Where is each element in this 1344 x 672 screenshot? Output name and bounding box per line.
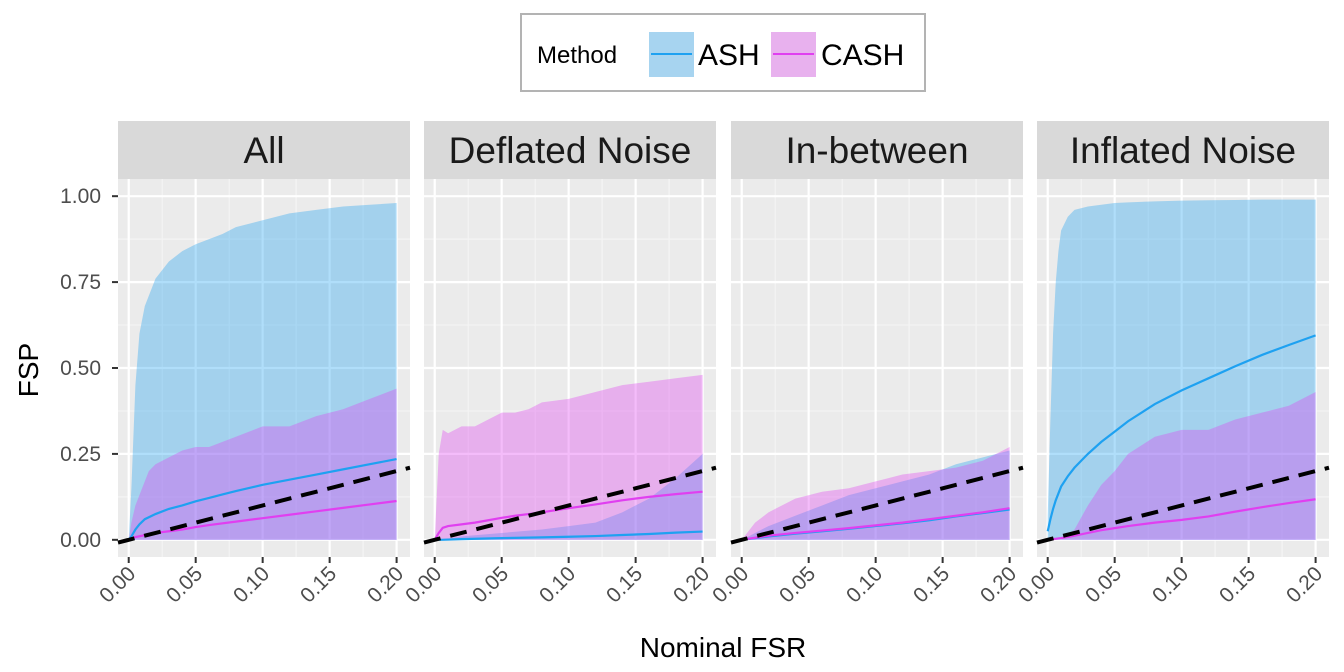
facet-strip (118, 121, 410, 179)
ribbon-cash (1047, 392, 1316, 540)
y-tick-label: 1.00 (60, 185, 101, 208)
ribbon-ash (1047, 199, 1316, 540)
reference-line (730, 465, 1024, 545)
legend-box (520, 13, 926, 92)
facet-title: All (243, 130, 284, 171)
line-ash (434, 530, 703, 541)
legend-label-ash: ASH (698, 39, 760, 72)
line-cash (1047, 498, 1316, 541)
line-cash (741, 507, 1010, 541)
y-tick-label: 0.50 (60, 357, 101, 380)
y-tick-label: 0.00 (60, 529, 101, 552)
line-ash (127, 457, 397, 541)
reference-line (423, 465, 717, 545)
y-tick-label: 0.75 (60, 271, 101, 294)
y-axis-title: FSP (13, 343, 44, 397)
line-cash (433, 490, 703, 541)
y-axis-ticks: 0.00 0.25 0.50 0.75 1.00 (60, 185, 101, 552)
facet-title: In-between (785, 130, 968, 171)
facet-title: Inflated Noise (1070, 130, 1296, 171)
facet-strip (731, 121, 1023, 179)
legend: Method ASH CASH (520, 13, 926, 92)
line-ash (1046, 334, 1316, 532)
y-tick-label: 0.25 (60, 443, 101, 466)
facet-title: Deflated Noise (449, 130, 692, 171)
reference-line (1036, 465, 1330, 545)
legend-label-cash: CASH (821, 39, 904, 72)
reference-line (117, 465, 411, 545)
ribbon-ash (128, 203, 397, 540)
legend-title: Method (537, 42, 617, 69)
facet-strip (424, 121, 716, 179)
ribbon-ash (434, 453, 703, 540)
facet-strip (1037, 121, 1329, 179)
line-cash (128, 499, 397, 541)
x-axis-title: Nominal FSR (640, 632, 806, 663)
